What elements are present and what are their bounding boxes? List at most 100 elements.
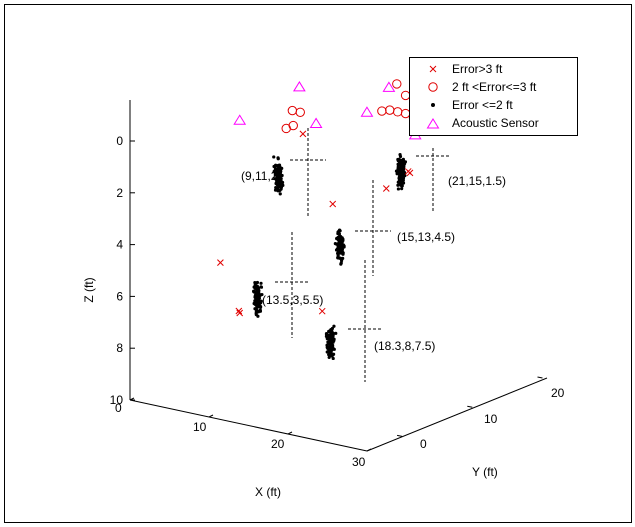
z-tick-label: 2 <box>116 186 123 200</box>
data-point-error-le-2 <box>277 172 281 176</box>
legend-marker-triangle <box>426 118 440 129</box>
data-point-error-le-2 <box>272 169 276 174</box>
x-tick-mark <box>287 431 293 435</box>
acoustic-sensor-marker <box>309 117 323 128</box>
z-axis-label: Z (ft) <box>82 277 96 302</box>
data-point-error-gt-3 <box>236 309 244 317</box>
cluster-label-9-11-2: (9,11,2) <box>241 169 281 183</box>
data-point-error-le-2 <box>398 163 402 167</box>
acoustic-sensor-marker <box>360 106 374 117</box>
data-point-error-le-2 <box>255 296 259 300</box>
data-point-error-le-2 <box>253 280 257 285</box>
z-tick-label: 4 <box>116 238 123 252</box>
cluster-label-21-15-1.5: (21,15,1.5) <box>448 174 506 188</box>
cluster-label-18.3-8-7.5: (18.3,8,7.5) <box>374 339 435 353</box>
data-point-error-le-2 <box>275 182 279 186</box>
legend-marker-circle <box>428 82 438 92</box>
data-point-error-le-2 <box>334 331 338 335</box>
data-point-error-le-2 <box>273 188 278 192</box>
data-point-error-le-2 <box>279 177 283 181</box>
x-tick-mark <box>208 414 214 418</box>
legend-marker-dot <box>431 103 435 107</box>
data-point-error-le-2 <box>340 239 344 244</box>
data-point-error-le-2 <box>399 165 403 169</box>
data-point-error-le-2 <box>337 228 342 232</box>
data-point-error-le-2 <box>255 289 259 293</box>
axes-3d <box>129 100 548 452</box>
data-point-error-le-2 <box>396 187 401 191</box>
data-point-error-le-2 <box>332 324 336 328</box>
plot-points <box>217 79 427 361</box>
data-point-error-le-2 <box>400 168 404 173</box>
x-tick-mark <box>129 397 135 401</box>
data-point-error-le-2 <box>332 337 336 341</box>
z-tick-label: 10 <box>110 393 124 407</box>
x-ticks: 0 10 20 30 <box>115 397 372 469</box>
data-point-error-le-2 <box>327 333 331 337</box>
data-point-error-le-2 <box>257 292 261 297</box>
y-tick-mark <box>467 405 473 408</box>
data-point-error-le-2 <box>327 352 331 357</box>
data-point-error-gt-3 <box>299 130 307 138</box>
data-point-error-le-2 <box>255 280 260 285</box>
x-tick-label: 30 <box>352 455 366 469</box>
data-point-error-le-2 <box>274 186 278 190</box>
y-tick-mark <box>397 434 403 437</box>
data-point-error-le-2 <box>331 352 336 356</box>
data-point-error-le-2 <box>276 163 280 168</box>
y-tick-mark <box>537 376 543 379</box>
data-point-error-le-2 <box>401 158 405 162</box>
data-point-error-le-2 <box>341 256 345 260</box>
data-point-error-le-2 <box>331 356 335 361</box>
data-point-error-gt-3 <box>217 259 224 266</box>
data-point-error-le-2 <box>275 170 279 174</box>
acoustic-sensor-marker <box>382 81 396 92</box>
z-ticks: 0 2 4 6 8 10 <box>110 134 135 407</box>
data-point-error-le-2 <box>336 253 340 257</box>
data-point-error-le-2 <box>397 160 402 164</box>
data-point-error-le-2 <box>339 236 343 240</box>
data-point-error-le-2 <box>259 281 263 285</box>
data-point-error-le-2 <box>259 301 263 305</box>
data-point-error-le-2 <box>339 261 343 265</box>
legend-box <box>409 57 578 136</box>
data-point-error-le-2 <box>324 334 329 339</box>
x-tick-label: 0 <box>115 401 122 415</box>
data-point-error-le-2 <box>336 235 340 239</box>
y-tick-label: 10 <box>484 412 498 426</box>
data-point-error-gt-3 <box>235 307 243 315</box>
legend-label-error-le-2: Error <=2 ft <box>452 98 513 112</box>
data-point-error-le-2 <box>254 307 258 311</box>
data-point-error-le-2 <box>276 189 280 193</box>
data-point-error-le-2 <box>398 152 402 157</box>
data-point-error-gt-3 <box>318 307 326 315</box>
data-point-error-le-2 <box>328 348 332 352</box>
z-tick-label: 6 <box>116 289 123 303</box>
data-point-error-le-2 <box>277 174 281 178</box>
legend-label-acoustic-sensor: Acoustic Sensor <box>452 116 539 130</box>
data-point-error-le-2 <box>328 336 332 341</box>
data-point-error-le-2 <box>276 156 280 160</box>
data-point-error-le-2 <box>256 305 261 309</box>
data-point-error-le-2 <box>398 177 402 181</box>
legend-label-error-gt-3: Error>3 ft <box>452 62 503 76</box>
data-point-error-2-3 <box>392 79 402 89</box>
data-point-error-le-2 <box>255 284 259 288</box>
data-point-error-le-2 <box>279 179 283 183</box>
data-point-error-le-2 <box>338 246 342 250</box>
x-tick-label: 10 <box>193 420 207 434</box>
data-point-error-2-3 <box>295 107 305 117</box>
data-point-error-le-2 <box>396 183 400 187</box>
y-tick-label: 0 <box>420 437 427 451</box>
y-axis-line <box>366 377 548 452</box>
z-tick-label: 8 <box>116 341 123 355</box>
legend-label-error-2-3: 2 ft <Error<=3 ft <box>452 80 537 94</box>
data-point-error-le-2 <box>335 242 339 246</box>
cluster-label-15-13-4.5: (15,13,4.5) <box>397 230 455 244</box>
data-point-error-le-2 <box>331 346 335 350</box>
data-point-error-gt-3 <box>329 200 337 208</box>
z-tick-label: 0 <box>116 134 123 148</box>
data-point-error-le-2 <box>253 302 257 306</box>
legend-marker-x <box>429 65 437 73</box>
